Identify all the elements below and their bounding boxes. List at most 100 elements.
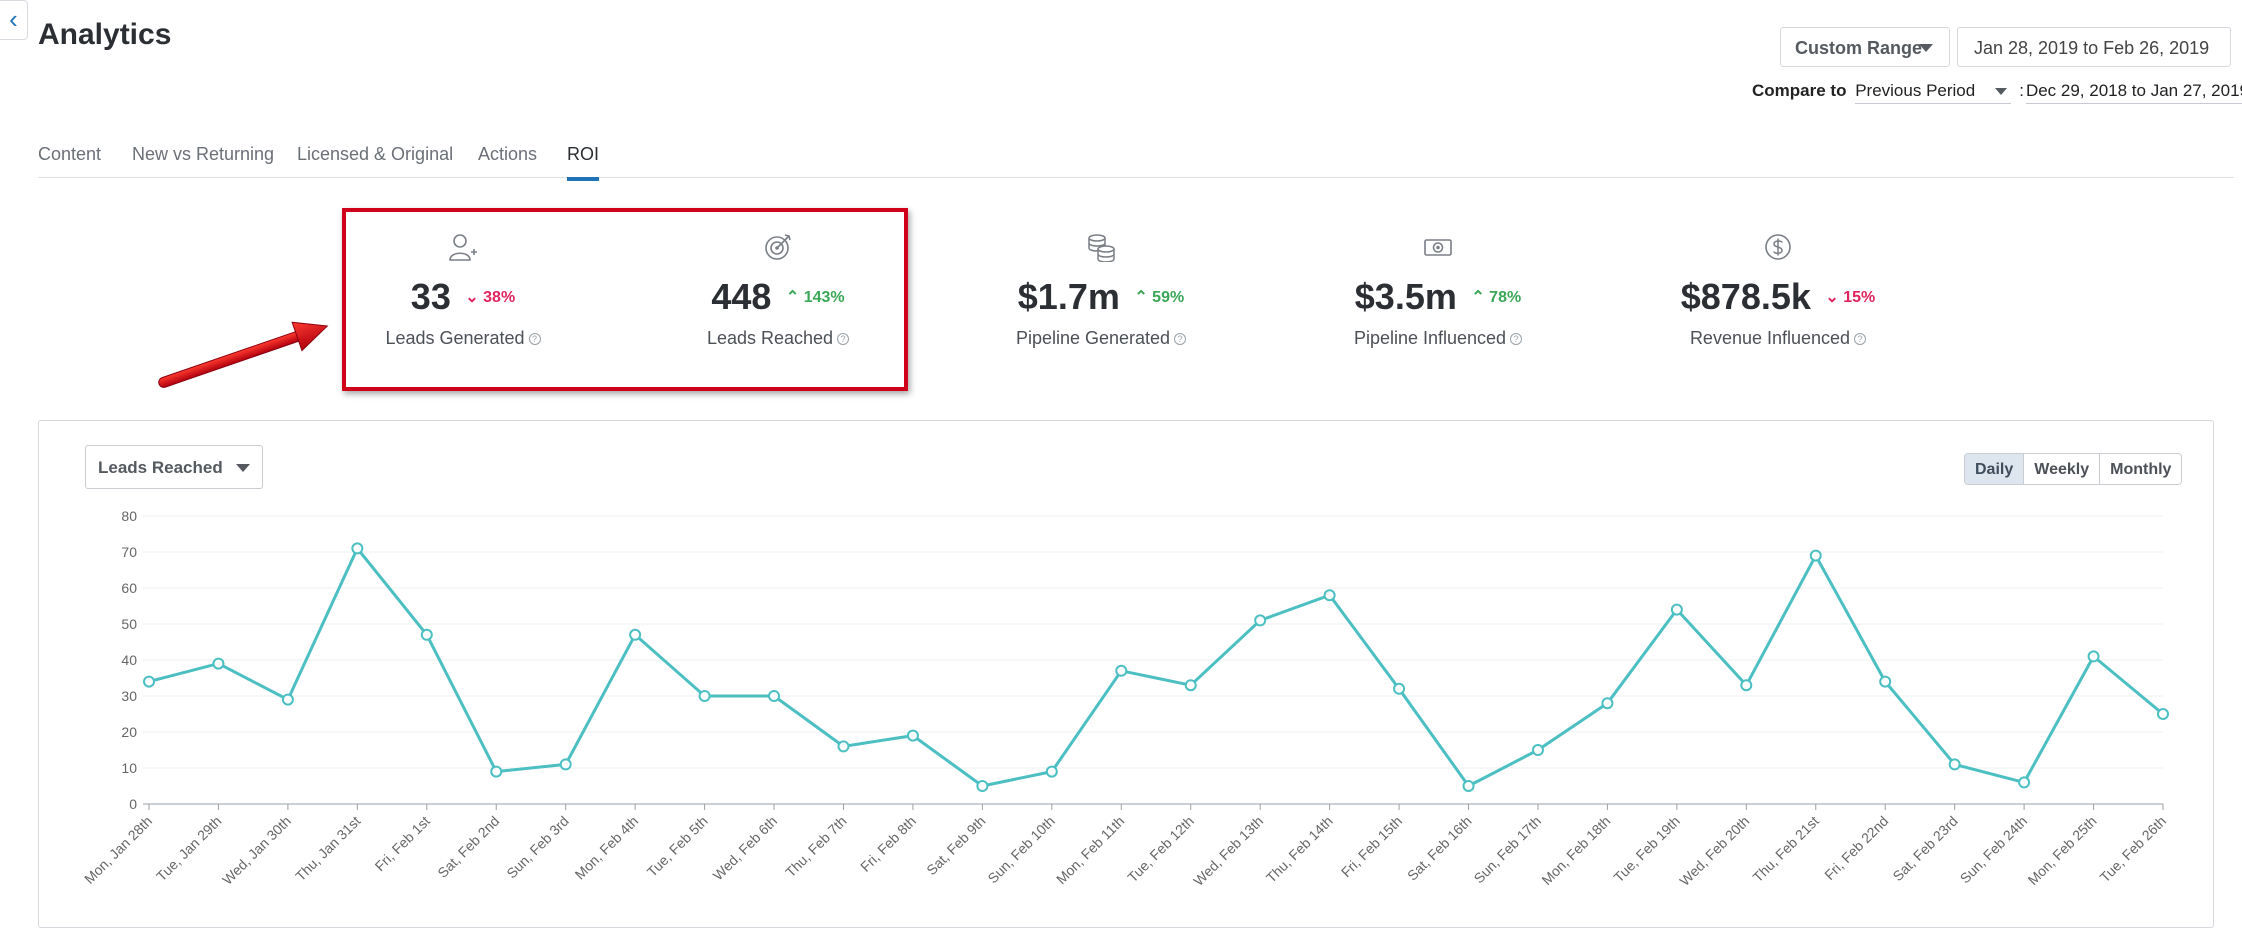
metric-label: Revenue Influenced: [1689, 328, 1851, 348]
data-point: [1393, 682, 1406, 695]
x-tick-label: Tue, Feb 19th: [1610, 813, 1683, 886]
tab-roi[interactable]: ROI: [567, 144, 600, 181]
chart-panel: Leads Reached Daily Weekly Monthly 0 10 20…: [38, 420, 2214, 928]
metric-pipeline-influenced: $3.5m ⌃ 78% Pipeline Influenced?: [1288, 232, 1588, 349]
compare-period-select[interactable]: Previous Period: [1855, 81, 2012, 104]
data-point: [1531, 744, 1544, 756]
metric-value: $1.7m: [1017, 276, 1120, 317]
data-point: [768, 690, 781, 702]
data-point: [976, 780, 989, 792]
y-tick-label: 60: [121, 580, 137, 596]
metric-pipeline-generated: $1.7m ⌃ 59% Pipeline Generated?: [951, 232, 1251, 349]
x-tick-label: Thu, Jan 31st: [292, 813, 363, 884]
x-tick-label: Sun, Feb 10th: [984, 813, 1058, 887]
metric-delta-value: 38%: [483, 289, 516, 306]
metric-leads-generated: 33 ⌄ 38% Leads Generated?: [313, 232, 613, 349]
data-point: [1184, 679, 1197, 692]
data-point: [420, 628, 433, 641]
arrow-up-icon: ⌃: [1471, 289, 1485, 306]
annotation-arrow: [158, 321, 329, 388]
compare-row: Compare to Previous Period : Dec 29, 2018…: [1752, 81, 2242, 105]
metric-label: Pipeline Generated: [1015, 328, 1171, 348]
x-tick-label: Sun, Feb 17th: [1471, 813, 1545, 887]
x-tick-label: Tue, Feb 26th: [2097, 813, 2170, 886]
x-tick-label: Mon, Feb 18th: [1538, 813, 1613, 888]
metric-value: $3.5m: [1354, 276, 1457, 317]
data-point: [1462, 780, 1475, 792]
data-point: [1115, 664, 1128, 677]
x-tick-label: Mon, Feb 11th: [1053, 813, 1127, 887]
compare-label: Compare to: [1752, 81, 1847, 100]
target-icon: [765, 234, 791, 260]
x-tick-label: Wed, Jan 30th: [219, 813, 294, 888]
y-tick-label: 0: [129, 796, 137, 812]
help-icon[interactable]: ?: [1854, 333, 1867, 346]
tab-content[interactable]: Content: [38, 144, 102, 164]
metric-revenue-influenced: $878.5k ⌄ 15% Revenue Influenced?: [1628, 232, 1928, 349]
y-tick-label: 40: [121, 652, 137, 668]
y-tick-label: 80: [121, 508, 137, 524]
range-type-select[interactable]: Custom Range: [1780, 27, 1950, 67]
granularity-weekly-button[interactable]: Weekly: [2023, 454, 2100, 484]
arrow-down-icon: ⌄: [465, 289, 479, 306]
data-point: [351, 542, 364, 555]
user-plus-icon: [449, 234, 477, 261]
data-point: [143, 675, 155, 688]
data-point: [490, 765, 503, 778]
tab-actions[interactable]: Actions: [478, 144, 538, 164]
data-point: [559, 758, 572, 771]
help-icon[interactable]: ?: [837, 333, 850, 346]
x-tick-label: Fri, Feb 22nd: [1821, 813, 1891, 883]
chart-metric-select[interactable]: Leads Reached: [85, 445, 263, 489]
data-point: [2157, 708, 2169, 720]
help-icon[interactable]: ?: [528, 333, 541, 346]
tab-licensed-original[interactable]: Licensed & Original: [297, 144, 454, 164]
y-tick-label: 70: [121, 544, 137, 560]
tab-new-vs-returning[interactable]: New vs Returning: [132, 144, 275, 164]
caret-down-icon: [1919, 44, 1933, 52]
data-point: [1323, 589, 1336, 602]
x-tick-label: Tue, Feb 5th: [644, 813, 711, 880]
data-point: [1879, 675, 1892, 688]
metric-label: Pipeline Influenced: [1353, 328, 1507, 348]
data-point: [698, 690, 711, 702]
data-point: [1045, 765, 1058, 778]
data-point: [1670, 603, 1683, 616]
data-point: [1740, 679, 1753, 692]
y-tick-label: 20: [121, 724, 137, 740]
x-tick-label: Wed, Feb 20th: [1676, 813, 1752, 889]
page-title: Analytics: [38, 18, 172, 51]
help-icon[interactable]: ?: [1174, 333, 1187, 346]
granularity-daily-button[interactable]: Daily: [1965, 454, 2024, 484]
data-point: [837, 740, 850, 753]
data-point: [2087, 650, 2100, 663]
back-button[interactable]: ‹: [0, 0, 28, 40]
x-tick-label: Thu, Feb 21st: [1749, 813, 1821, 885]
granularity-toggle: Daily Weekly Monthly: [1964, 453, 2183, 485]
highlight-annotation-box: [342, 208, 908, 391]
granularity-monthly-button[interactable]: Monthly: [2099, 454, 2182, 484]
metric-label: Leads Reached: [706, 328, 834, 348]
metric-delta: ⌃ 59%: [1134, 289, 1184, 306]
compare-range-picker[interactable]: Dec 29, 2018 to Jan 27, 2019: [2025, 81, 2242, 104]
data-point: [1948, 758, 1961, 771]
x-tick-label: Thu, Feb 14th: [1263, 813, 1336, 886]
chart-metric-value: Leads Reached: [98, 458, 223, 477]
metric-leads-reached: 448 ⌃ 143% Leads Reached?: [628, 232, 928, 349]
help-icon[interactable]: ?: [1510, 333, 1523, 346]
data-point: [1601, 697, 1614, 710]
dollar-circle-icon: [1765, 234, 1791, 260]
metric-delta: ⌃ 143%: [786, 289, 845, 306]
x-tick-label: Tue, Feb 12th: [1124, 813, 1197, 886]
tab-bar: Content New vs Returning Licensed & Orig…: [38, 138, 2234, 181]
metric-label: Leads Generated: [385, 328, 525, 348]
compare-period-value: Previous Period: [1855, 81, 1976, 100]
x-tick-label: Sat, Feb 9th: [923, 813, 988, 878]
arrow-down-icon: ⌄: [1825, 289, 1839, 306]
caret-down-icon: [236, 464, 250, 472]
x-tick-label: Fri, Feb 15th: [1338, 813, 1405, 880]
x-tick-label: Wed, Feb 13th: [1190, 813, 1266, 889]
metric-delta-value: 78%: [1489, 289, 1522, 306]
date-range-picker[interactable]: Jan 28, 2019 to Feb 26, 2019: [1957, 27, 2231, 67]
